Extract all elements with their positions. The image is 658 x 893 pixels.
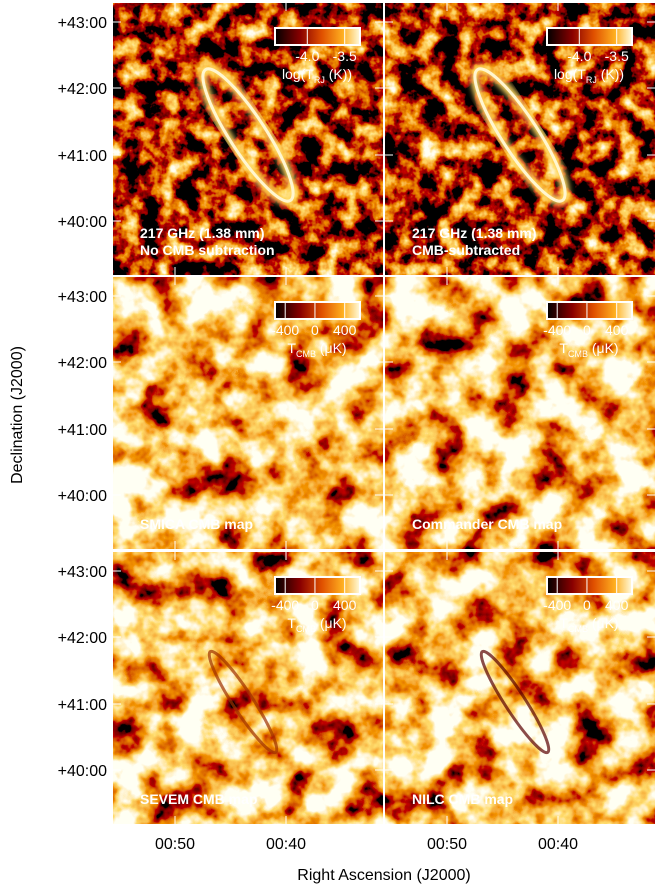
panel-label: CMB-subtracted <box>412 242 520 258</box>
label-part: log(T <box>554 66 586 82</box>
colorbar-tick-label: -4.0 <box>567 48 591 64</box>
label-part: T <box>287 340 296 356</box>
label-part: (μK) <box>316 340 347 356</box>
map-panel <box>113 277 383 549</box>
y-tick-label: +42:00 <box>58 81 107 98</box>
panel-label: NILC CMB map <box>412 791 513 807</box>
y-tick-label: +41:00 <box>58 148 107 165</box>
colorbar-label: log(TRJ (K)) <box>282 66 352 85</box>
colorbar-tick-label: -3.5 <box>605 48 629 64</box>
galaxy-ring-core <box>473 67 567 203</box>
y-tick-label: +42:00 <box>58 630 107 647</box>
panel-label: SEVEM CMB map <box>140 791 257 807</box>
colorbar-tick-label: -400 <box>543 322 571 338</box>
label-sub: CMB <box>296 624 316 634</box>
colorbar-tick-label: -3.5 <box>333 48 357 64</box>
label-part: (K)) <box>325 66 352 82</box>
label-part: T <box>287 615 296 631</box>
y-tick-label: +43:00 <box>58 15 107 32</box>
colorbar <box>546 576 633 595</box>
label-part: (K)) <box>597 66 624 82</box>
label-part: T <box>559 340 568 356</box>
panel-label: No CMB subtraction <box>140 242 275 258</box>
label-sub: RJ <box>586 75 597 85</box>
colorbar-tick-label: -400 <box>271 597 299 613</box>
galaxy-residual <box>479 649 551 755</box>
colorbar-tick-label: 400 <box>333 597 357 613</box>
label-sub: CMB <box>568 624 588 634</box>
panel-label: 217 GHz (1.38 mm) <box>412 225 537 241</box>
map-panel <box>385 277 655 549</box>
label-part: (μK) <box>588 615 619 631</box>
panel-label: 217 GHz (1.38 mm) <box>140 225 265 241</box>
panel-label: Commander CMB map <box>412 516 562 532</box>
label-part: log(T <box>282 66 314 82</box>
map-image <box>113 277 383 549</box>
colorbar-label: TCMB (μK) <box>287 615 346 634</box>
label-sub: CMB <box>568 349 588 359</box>
map-image <box>385 277 655 549</box>
colorbar-tick-label: -4.0 <box>295 48 319 64</box>
colorbar-label: TCMB (μK) <box>559 340 618 359</box>
colorbar-tick-label: 0 <box>311 322 319 338</box>
map-panel <box>113 3 383 275</box>
colorbar-tick-label: 0 <box>583 322 591 338</box>
map-panel <box>113 552 383 824</box>
map-image <box>385 3 655 275</box>
colorbar-label: TCMB (μK) <box>559 615 618 634</box>
y-tick-label: +43:00 <box>58 289 107 306</box>
y-tick-label: +43:00 <box>58 564 107 581</box>
x-tick-label: 00:50 <box>427 836 467 853</box>
x-tick-label: 00:40 <box>538 836 578 853</box>
panel-label: SMICA CMB map <box>140 516 253 532</box>
label-part: T <box>559 615 568 631</box>
map-image <box>385 552 655 824</box>
galaxy-residual <box>207 649 279 755</box>
map-panel <box>385 552 655 824</box>
y-tick-label: +40:00 <box>58 763 107 780</box>
colorbar-tick-label: -400 <box>271 322 299 338</box>
y-tick-label: +40:00 <box>58 488 107 505</box>
label-part: (μK) <box>316 615 347 631</box>
colorbar <box>274 576 361 595</box>
colorbar-tick-label: 0 <box>583 597 591 613</box>
x-tick-label: 00:50 <box>155 836 195 853</box>
galaxy-ring-core <box>201 67 295 203</box>
colorbar <box>546 301 633 320</box>
colorbar-tick-label: 400 <box>333 322 357 338</box>
colorbar-tick-label: 400 <box>605 597 629 613</box>
label-sub: RJ <box>314 75 325 85</box>
colorbar-label: TCMB (μK) <box>287 340 346 359</box>
colorbar <box>546 27 633 46</box>
map-image <box>113 552 383 824</box>
colorbar-label: log(TRJ (K)) <box>554 66 624 85</box>
y-tick-label: +42:00 <box>58 355 107 372</box>
map-panel <box>385 3 655 275</box>
y-tick-label: +41:00 <box>58 697 107 714</box>
y-axis-label: Declination (J2000) <box>9 346 26 484</box>
x-axis-label: Right Ascension (J2000) <box>297 867 470 884</box>
y-tick-label: +41:00 <box>58 422 107 439</box>
colorbar-tick-label: 400 <box>605 322 629 338</box>
colorbar-tick-label: 0 <box>311 597 319 613</box>
map-image <box>113 3 383 275</box>
colorbar <box>274 301 361 320</box>
colorbar <box>274 27 361 46</box>
x-tick-label: 00:40 <box>266 836 306 853</box>
label-part: (μK) <box>588 340 619 356</box>
colorbar-tick-label: -400 <box>543 597 571 613</box>
y-tick-label: +40:00 <box>58 214 107 231</box>
label-sub: CMB <box>296 349 316 359</box>
